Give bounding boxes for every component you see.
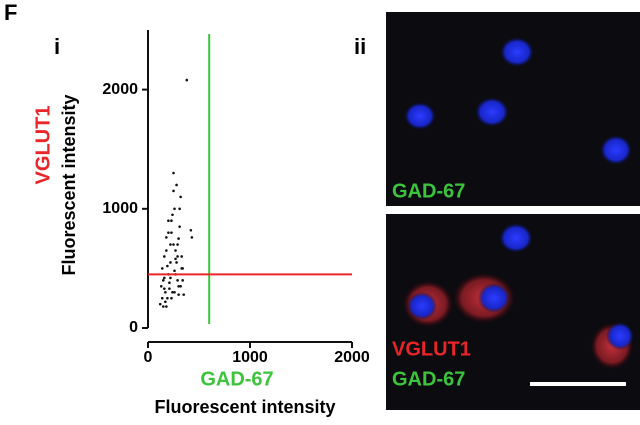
nucleus bbox=[404, 102, 436, 130]
y-tick-label: 0 bbox=[129, 319, 138, 336]
image-label: GAD-67 bbox=[392, 368, 465, 390]
point bbox=[163, 276, 166, 280]
image-label: VGLUT1 bbox=[392, 338, 471, 360]
point bbox=[174, 249, 177, 252]
subpanel-label: ii bbox=[354, 34, 366, 59]
point bbox=[176, 255, 179, 258]
plot: 0 1000 2000 0 1000 2000 bbox=[102, 30, 370, 366]
x-tick-label: 0 bbox=[144, 349, 153, 366]
point bbox=[170, 296, 173, 300]
point bbox=[164, 290, 167, 294]
point bbox=[171, 290, 174, 294]
point bbox=[185, 78, 189, 82]
panel-label: F bbox=[4, 0, 17, 25]
point bbox=[176, 243, 179, 246]
point bbox=[169, 243, 172, 246]
point bbox=[189, 228, 193, 232]
point bbox=[172, 189, 175, 193]
point bbox=[172, 243, 175, 246]
point bbox=[170, 231, 173, 234]
point bbox=[167, 219, 170, 223]
x-tick-label: 1000 bbox=[232, 349, 268, 366]
point bbox=[167, 231, 170, 234]
nucleus bbox=[500, 37, 534, 67]
micrograph-bottom: VGLUT1 GAD-67 bbox=[386, 214, 640, 410]
point bbox=[165, 305, 168, 308]
nucleus bbox=[475, 97, 509, 127]
point bbox=[166, 264, 169, 268]
y-axis-marker: VGLUT1 bbox=[32, 106, 54, 185]
point bbox=[179, 195, 182, 199]
y-tick-label: 2000 bbox=[102, 81, 138, 98]
point bbox=[163, 255, 166, 258]
point bbox=[178, 225, 181, 228]
nucleus bbox=[407, 292, 437, 320]
y-axis-title: Fluorescent intensity bbox=[59, 94, 79, 275]
x-axis-marker: GAD-67 bbox=[200, 368, 273, 390]
point bbox=[162, 279, 165, 282]
point bbox=[180, 255, 183, 258]
point bbox=[165, 236, 168, 239]
point bbox=[179, 284, 182, 288]
point bbox=[181, 279, 184, 282]
point bbox=[173, 290, 176, 294]
nucleus bbox=[606, 322, 634, 350]
point bbox=[190, 236, 194, 239]
point bbox=[175, 261, 178, 264]
point bbox=[168, 287, 171, 290]
point bbox=[177, 293, 180, 296]
point bbox=[177, 237, 180, 240]
point bbox=[159, 284, 163, 288]
nucleus bbox=[600, 135, 632, 165]
point bbox=[164, 300, 167, 304]
micrograph-top: GAD-67 bbox=[386, 12, 640, 206]
point bbox=[175, 183, 178, 187]
point bbox=[177, 284, 180, 288]
point bbox=[182, 293, 185, 296]
point bbox=[169, 276, 172, 280]
point bbox=[169, 261, 172, 264]
point bbox=[172, 171, 175, 175]
point bbox=[171, 213, 174, 217]
point bbox=[181, 267, 184, 270]
point bbox=[176, 279, 179, 282]
point bbox=[165, 249, 168, 252]
subpanel-label: i bbox=[54, 34, 60, 59]
nucleus bbox=[478, 283, 510, 313]
point bbox=[163, 287, 166, 290]
point bbox=[170, 219, 173, 223]
point bbox=[158, 302, 162, 306]
point bbox=[160, 267, 164, 270]
point bbox=[178, 207, 181, 211]
point bbox=[166, 296, 169, 300]
x-axis-title: Fluorescent intensity bbox=[154, 397, 335, 417]
point bbox=[173, 269, 176, 273]
point bbox=[168, 281, 171, 285]
image-label: GAD-67 bbox=[392, 180, 465, 202]
y-tick-label: 1000 bbox=[102, 200, 138, 217]
point bbox=[162, 305, 165, 308]
point bbox=[174, 257, 177, 261]
x-tick-label: 2000 bbox=[334, 349, 370, 366]
point bbox=[173, 207, 176, 211]
nucleus bbox=[499, 223, 533, 253]
point bbox=[160, 296, 164, 300]
